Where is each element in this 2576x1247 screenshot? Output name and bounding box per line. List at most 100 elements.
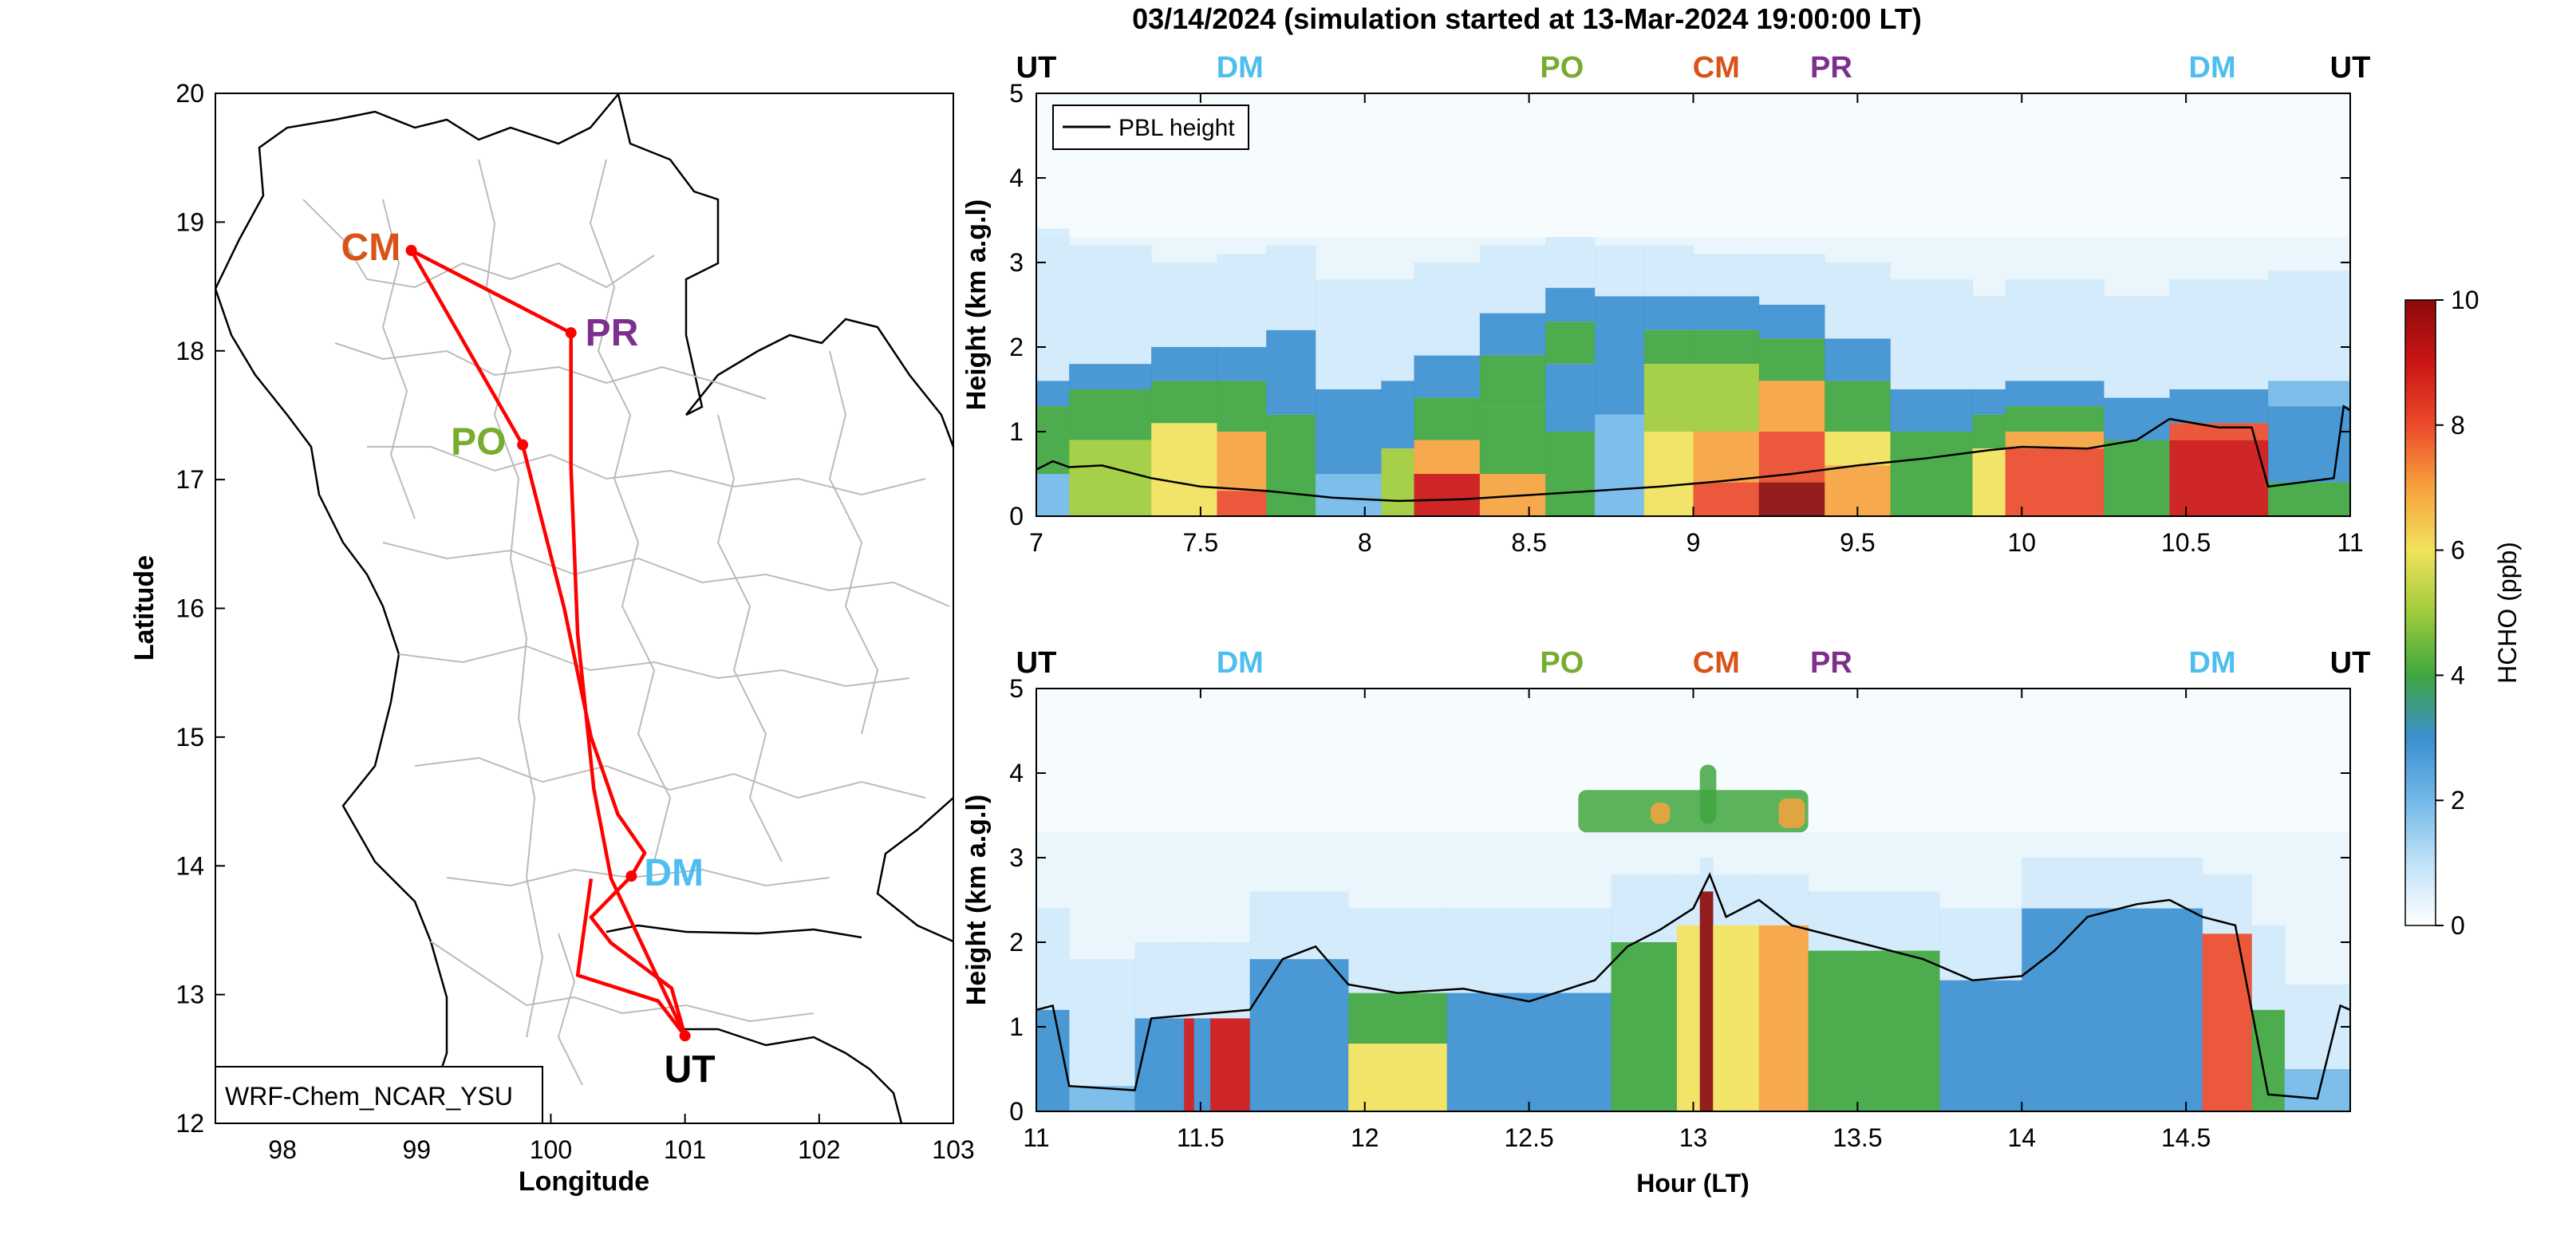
hcho-cell bbox=[1545, 287, 1596, 322]
national-border-3 bbox=[876, 797, 954, 943]
colorbar-tick-label: 2 bbox=[2451, 786, 2465, 815]
hcho-cell bbox=[1713, 874, 1760, 925]
hcho-cell bbox=[2268, 381, 2351, 407]
map-xtick-label: 98 bbox=[268, 1135, 297, 1164]
top-y-ticks: 0 1 2 3 4 5 bbox=[1009, 79, 2350, 531]
hcho-cell bbox=[1249, 891, 1349, 960]
top-ylabel: Height (km a.g.l) bbox=[961, 199, 992, 410]
map-ytick-label: 13 bbox=[176, 981, 204, 1009]
province-line-5 bbox=[414, 756, 926, 799]
xtick-label: 9 bbox=[1686, 528, 1701, 557]
site-marker-po bbox=[517, 439, 529, 451]
hcho-cell bbox=[1890, 432, 1973, 516]
site-header-ut: UT bbox=[2330, 51, 2371, 85]
site-header-po: PO bbox=[1540, 646, 1584, 680]
province-line-0 bbox=[302, 199, 655, 289]
colorbar-tick-label: 8 bbox=[2451, 411, 2465, 440]
hcho-upper-plume bbox=[1778, 798, 1805, 828]
hcho-cell bbox=[1758, 254, 1825, 305]
colorbar-tick-label: 0 bbox=[2451, 911, 2465, 940]
map-ytick-label: 17 bbox=[176, 465, 204, 494]
hcho-cell bbox=[1890, 279, 1973, 389]
national-border-2 bbox=[617, 93, 955, 448]
hcho-cell bbox=[1266, 330, 1316, 415]
map-axes-frame bbox=[215, 93, 954, 1124]
ytick-label: 5 bbox=[1009, 79, 1024, 108]
hcho-cell bbox=[1348, 1044, 1448, 1111]
hcho-cell bbox=[1545, 322, 1596, 365]
hcho-cell bbox=[2005, 279, 2105, 381]
hcho-cell bbox=[1036, 474, 1070, 516]
hcho-cell bbox=[1036, 228, 1070, 381]
upper-haze bbox=[1036, 93, 2350, 238]
colorbar: 0 2 4 6 8 10 HCHO (ppb) bbox=[2404, 286, 2522, 940]
hcho-cell bbox=[1217, 347, 1267, 381]
hcho-cell bbox=[1151, 262, 1217, 347]
route-line bbox=[409, 248, 687, 1038]
colorbar-tick-label: 4 bbox=[2451, 661, 2465, 689]
site-header-pr: PR bbox=[1810, 51, 1852, 85]
legend: PBL height bbox=[1052, 105, 1249, 150]
hcho-cell bbox=[1825, 432, 1892, 466]
bottom-hcho-field bbox=[1036, 689, 2351, 1111]
hcho-cell bbox=[2268, 270, 2351, 381]
hcho-cell bbox=[1381, 279, 1415, 381]
province-line-4 bbox=[398, 645, 910, 688]
hcho-cell bbox=[1972, 389, 2006, 415]
map-ylabel: Latitude bbox=[129, 555, 160, 661]
hcho-cell bbox=[1693, 296, 1760, 330]
xtick-label: 14.5 bbox=[2161, 1123, 2211, 1152]
hcho-upper-plume bbox=[1650, 803, 1671, 824]
hcho-cell bbox=[1266, 245, 1316, 330]
site-label-cm: CM bbox=[341, 227, 401, 269]
hcho-cell bbox=[1825, 262, 1892, 339]
map-ytick-label: 19 bbox=[176, 207, 204, 236]
hcho-cell bbox=[1348, 992, 1448, 1044]
hcho-cell bbox=[1036, 908, 1070, 1010]
hcho-cell bbox=[1758, 381, 1825, 432]
hcho-cell bbox=[2284, 985, 2351, 1069]
map-ytick-label: 12 bbox=[176, 1109, 204, 1138]
hcho-cell bbox=[1594, 414, 1645, 516]
hcho-cell bbox=[1446, 908, 1612, 993]
hcho-cell bbox=[2202, 933, 2252, 1111]
bottom-y-ticks: 0 1 2 3 4 5 bbox=[1009, 674, 2350, 1126]
hcho-cell bbox=[1545, 237, 1596, 288]
top-site-labels: UT DM PO CM PR DM UT bbox=[1016, 51, 2371, 85]
province-line-1 bbox=[334, 342, 767, 400]
colorbar-ticks: 0 2 4 6 8 10 bbox=[2436, 286, 2479, 940]
xtick-label: 12.5 bbox=[1504, 1123, 1553, 1152]
hcho-cell bbox=[1643, 330, 1694, 365]
province-line-13 bbox=[557, 933, 583, 1086]
site-label-po: PO bbox=[451, 421, 506, 464]
site-header-ut: UT bbox=[1016, 51, 1057, 85]
xtick-label: 7.5 bbox=[1183, 528, 1218, 557]
xtick-label: 13.5 bbox=[1832, 1123, 1882, 1152]
hcho-cell bbox=[1069, 389, 1152, 440]
hcho-cell bbox=[1699, 891, 1714, 1111]
map-ytick-label: 15 bbox=[176, 723, 204, 752]
province-line-3 bbox=[382, 542, 950, 607]
hcho-cell bbox=[2169, 389, 2269, 424]
hcho-cell bbox=[1266, 414, 1316, 516]
site-label-pr: PR bbox=[586, 312, 639, 354]
top-heatmap-panel: 7 7.5 8 8.5 9 9.5 10 10.5 11 0 1 2 3 4 5 UT DM PO CM PR DM… bbox=[961, 51, 2370, 557]
site-header-dm: DM bbox=[1217, 51, 1264, 85]
hcho-cell bbox=[1594, 245, 1645, 297]
hcho-cell bbox=[1249, 959, 1349, 1111]
bottom-pbl-line bbox=[1036, 872, 2351, 1100]
hcho-cell bbox=[1693, 432, 1760, 483]
hcho-cell bbox=[1972, 414, 2006, 449]
colorbar-gradient bbox=[2404, 299, 2436, 926]
hcho-cell bbox=[2005, 432, 2105, 449]
ytick-label: 4 bbox=[1009, 164, 1024, 192]
map-panel: CM PR PO DM UT 98 99 100 101 102 103 12 13 14 15 16 17… bbox=[129, 79, 975, 1197]
hcho-cell bbox=[1348, 908, 1448, 993]
hcho-cell bbox=[2022, 858, 2203, 909]
province-line-12 bbox=[430, 941, 815, 1023]
hcho-cell bbox=[2268, 406, 2351, 483]
map-ytick-label: 18 bbox=[176, 337, 204, 365]
hcho-cell bbox=[1972, 296, 2006, 389]
hcho-cell bbox=[1693, 482, 1760, 516]
